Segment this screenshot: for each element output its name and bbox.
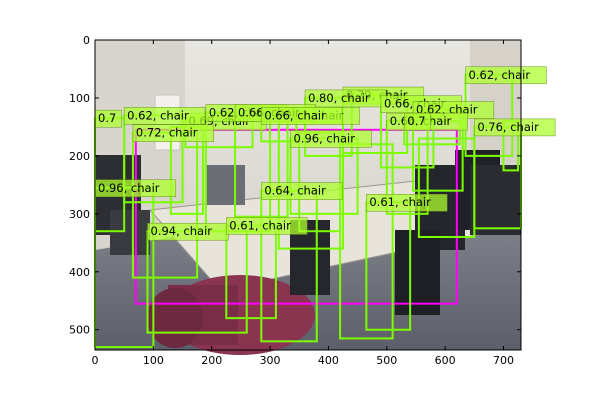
detection-label: 0.96, chair: [98, 181, 160, 195]
y-tick-label: 300: [69, 208, 90, 221]
x-tick-label: 700: [493, 354, 514, 367]
detection-label: 0.7: [98, 111, 116, 125]
y-tick-label: 100: [69, 92, 90, 105]
chair-right-3: [470, 165, 521, 235]
detection-label-bg: [465, 66, 547, 85]
axes-frame: [94, 39, 522, 351]
y-tick-label: 400: [69, 266, 90, 279]
detection-label-bg: [226, 217, 308, 235]
detection-label-bg: [474, 118, 556, 137]
detection-label: 0.80, chair: [308, 91, 370, 105]
y-axis: 0 100 200 300 400 500: [69, 34, 521, 337]
detection-label: 0.7: [407, 114, 425, 128]
detection-label-bg: [132, 124, 214, 142]
detection-label: 0.62, chair: [469, 68, 531, 82]
y-tick-label: 0: [83, 34, 90, 47]
detection-label: 0.61, chair: [369, 195, 431, 209]
y-tick-label: 200: [69, 150, 90, 163]
detection-label: 0.96, chair: [293, 132, 355, 146]
x-tick-label: 0: [92, 354, 99, 367]
chair-left-2: [110, 210, 150, 255]
x-axis: 0 100 200 300 400 500 600 700: [92, 40, 514, 367]
detection-label-bg: [123, 107, 206, 125]
x-tick-label: 600: [435, 354, 456, 367]
detection-label: 0.72, chair: [136, 126, 198, 140]
x-tick-label: 500: [376, 354, 397, 367]
x-tick-label: 400: [318, 354, 339, 367]
detection-label-bg: [261, 182, 343, 200]
detection-label: 0.66, chair: [264, 108, 326, 122]
detection-label: 0.62, chair: [127, 108, 189, 122]
x-tick-label: 100: [143, 354, 164, 367]
detection-label-bg: [290, 130, 372, 148]
chair-right-4: [395, 230, 440, 315]
detection-label-bg: [404, 112, 431, 131]
detection-label-bg: [366, 193, 448, 212]
x-tick-label: 200: [201, 354, 222, 367]
detection-label: 0.94, chair: [151, 224, 213, 238]
x-tick-label: 300: [260, 354, 281, 367]
chair-back: [147, 288, 203, 348]
chair-detection-box: [417, 137, 476, 239]
detection-label-bg: [261, 107, 343, 125]
detection-label: 0.61, chair: [229, 218, 291, 232]
y-tick-label: 500: [69, 324, 90, 337]
detection-label: 0.76, chair: [477, 120, 539, 134]
chair-far: [205, 165, 245, 205]
detection-label: 0.64, chair: [264, 184, 326, 198]
